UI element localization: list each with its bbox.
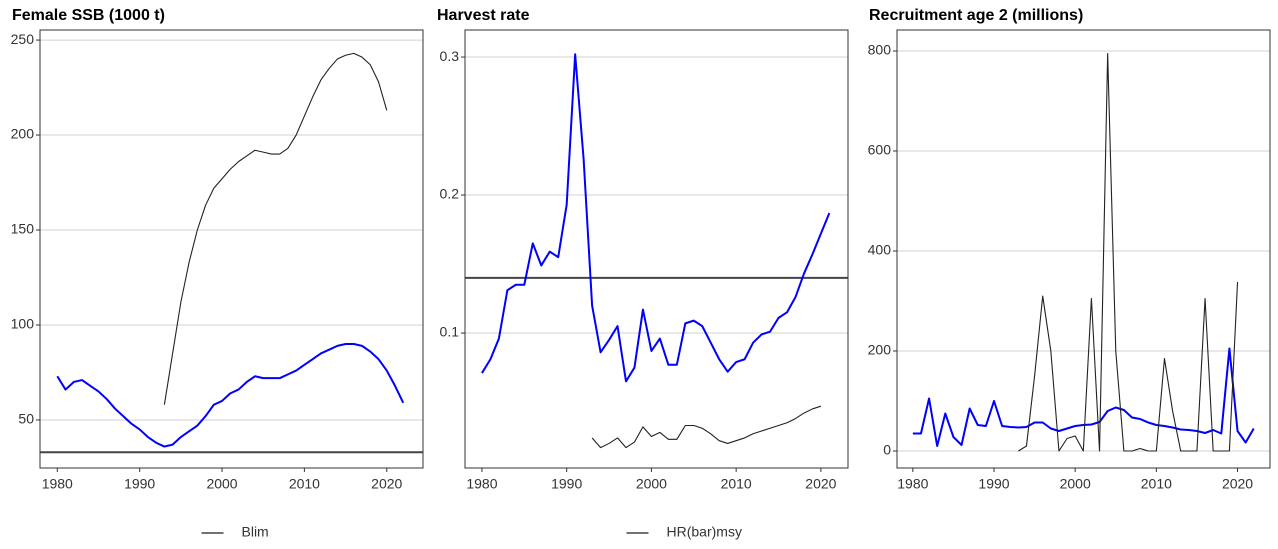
y-tick-label: 0.1 <box>440 324 460 340</box>
y-tick-label: 600 <box>868 142 892 158</box>
x-tick-label: 1980 <box>42 476 73 492</box>
x-tick-label: 2000 <box>636 476 667 492</box>
x-tick-label: 2010 <box>1141 476 1172 492</box>
plot-border <box>896 29 1271 469</box>
x-tick-label: 1980 <box>466 476 497 492</box>
y-tick-label: 400 <box>868 242 892 258</box>
legend-label: Blim <box>242 524 269 540</box>
x-tick-label: 1990 <box>124 476 155 492</box>
x-tick-label: 1980 <box>897 476 928 492</box>
y-tick-label: 150 <box>11 221 35 237</box>
x-tick-label: 2000 <box>206 476 237 492</box>
series-line <box>912 347 1255 447</box>
series-line <box>163 52 388 405</box>
chart-title: Recruitment age 2 (millions) <box>869 7 1083 24</box>
x-tick-label: 2020 <box>371 476 402 492</box>
chart-title: Harvest rate <box>437 7 530 24</box>
y-tick-label: 50 <box>18 411 34 427</box>
x-tick-label: 2000 <box>1060 476 1091 492</box>
series-line <box>591 405 822 449</box>
y-tick-label: 800 <box>868 42 892 58</box>
x-tick-label: 1990 <box>978 476 1009 492</box>
x-tick-label: 2010 <box>721 476 752 492</box>
series-line <box>481 53 831 383</box>
y-tick-label: 100 <box>11 316 35 332</box>
y-tick-label: 200 <box>868 342 892 358</box>
x-tick-label: 1990 <box>551 476 582 492</box>
y-tick-label: 0.3 <box>440 48 460 64</box>
y-tick-label: 250 <box>11 31 35 47</box>
y-tick-label: 200 <box>11 126 35 142</box>
y-tick-label: 0 <box>883 442 891 458</box>
series-line <box>1018 52 1239 452</box>
y-tick-label: 0.2 <box>440 186 460 202</box>
plot-border <box>464 29 849 469</box>
legend-label: HR(bar)msy <box>667 524 742 540</box>
x-tick-label: 2020 <box>805 476 836 492</box>
series-line <box>56 342 405 448</box>
chart-title: Female SSB (1000 t) <box>12 7 165 24</box>
x-tick-label: 2020 <box>1222 476 1253 492</box>
plot-border <box>39 29 424 469</box>
x-tick-label: 2010 <box>289 476 320 492</box>
